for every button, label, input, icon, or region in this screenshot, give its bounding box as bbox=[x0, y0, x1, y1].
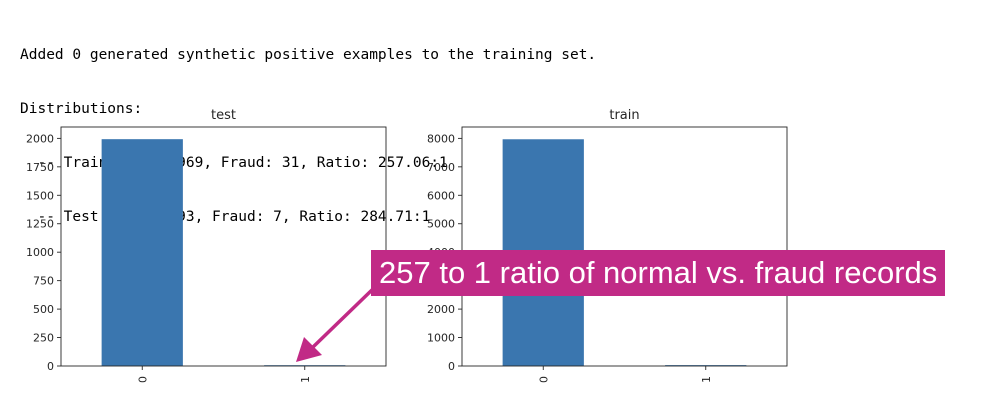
console-line: Added 0 generated synthetic positive exa… bbox=[20, 47, 597, 63]
y-tick-label: 250 bbox=[33, 332, 54, 345]
x-tick-label: 0 bbox=[136, 376, 149, 383]
console-output: Added 0 generated synthetic positive exa… bbox=[20, 10, 596, 244]
chart-title: test bbox=[211, 108, 236, 123]
y-tick-label: 1250 bbox=[26, 218, 54, 231]
bar-0 bbox=[101, 139, 183, 366]
y-tick-label: 750 bbox=[33, 275, 54, 288]
console-line: Distributions: bbox=[20, 101, 143, 117]
y-tick-label: 1000 bbox=[26, 246, 54, 259]
y-tick-label: 7000 bbox=[427, 161, 455, 174]
y-tick-label: 1750 bbox=[26, 161, 54, 174]
y-tick-label: 0 bbox=[448, 360, 455, 373]
x-tick-label: 1 bbox=[299, 376, 312, 383]
y-tick-label: 2000 bbox=[26, 132, 54, 145]
y-tick-label: 500 bbox=[33, 303, 54, 316]
y-tick-label: 1000 bbox=[427, 332, 455, 345]
y-tick-label: 5000 bbox=[427, 218, 455, 231]
y-tick-label: 2000 bbox=[427, 303, 455, 316]
plot-frame bbox=[461, 126, 788, 367]
plot-frame bbox=[60, 126, 387, 367]
ratio-callout: 257 to 1 ratio of normal vs. fraud recor… bbox=[371, 250, 946, 296]
y-tick-label: 6000 bbox=[427, 189, 455, 202]
callout-arrow-head bbox=[296, 337, 322, 362]
chart-test: 0 250 500 750 1000 1250 1500 1750 2000 0 1 test bbox=[26, 108, 387, 383]
chart-title: train bbox=[609, 108, 639, 123]
y-tick-label: 0 bbox=[47, 360, 54, 373]
chart-train: 01000200030004000500060007000800001train bbox=[427, 108, 788, 383]
x-tick-label: 1 bbox=[700, 376, 713, 383]
y-tick-label: 8000 bbox=[427, 132, 455, 145]
x-tick-label: 0 bbox=[537, 376, 550, 383]
callout-arrow bbox=[310, 286, 376, 350]
y-tick-label: 1500 bbox=[26, 189, 54, 202]
